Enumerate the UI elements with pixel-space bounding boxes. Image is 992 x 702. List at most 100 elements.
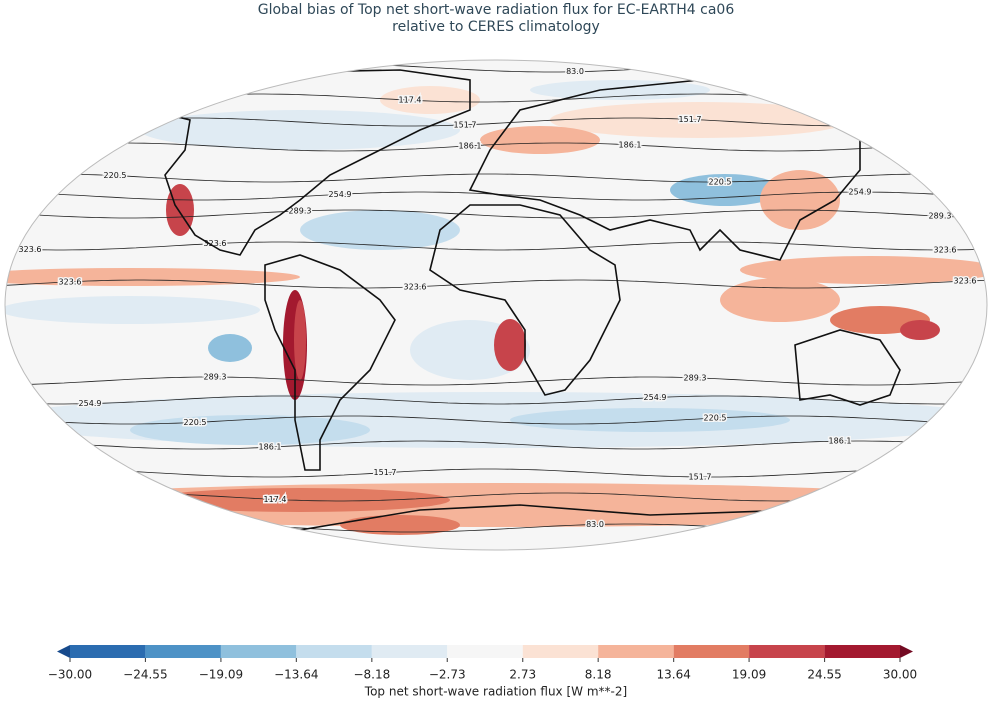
contour-label: 289.3 bbox=[204, 373, 227, 382]
colorbar-segment bbox=[447, 645, 523, 658]
bias-region bbox=[580, 485, 820, 505]
colorbar-segment bbox=[296, 645, 372, 658]
bias-region bbox=[5, 296, 260, 324]
colorbar-segment bbox=[522, 645, 599, 658]
colorbar-segment bbox=[749, 645, 825, 658]
colorbar-tick-label: 13.64 bbox=[657, 668, 691, 682]
bias-region bbox=[740, 256, 987, 284]
contour-label: 254.9 bbox=[79, 399, 102, 408]
contour-label: 220.5 bbox=[924, 170, 947, 179]
contour-label: 151.7 bbox=[679, 115, 702, 124]
colorbar-segment bbox=[70, 645, 146, 658]
colorbar-tick-label: −8.18 bbox=[353, 668, 390, 682]
title-line: relative to CERES climatology bbox=[392, 19, 600, 35]
bias-region bbox=[5, 483, 987, 527]
africa bbox=[429, 204, 621, 396]
colorbar-tick-label: 24.55 bbox=[807, 668, 841, 682]
colorbar-tick-label: −30.00 bbox=[48, 668, 92, 682]
bias-region bbox=[720, 278, 840, 322]
contour-label: 323.6 bbox=[204, 239, 227, 248]
bias-region bbox=[480, 126, 600, 154]
colorbar-tick-label: 30.00 bbox=[883, 668, 917, 682]
contour-label: 289.3 bbox=[684, 373, 707, 382]
bias-region bbox=[494, 319, 526, 371]
globe-outline bbox=[4, 59, 988, 551]
contour-label: 323.6 bbox=[19, 245, 42, 254]
colorbar-segment bbox=[598, 645, 674, 658]
colorbar-over bbox=[900, 645, 913, 658]
eurasia bbox=[468, 79, 861, 261]
contour-label: 151.7 bbox=[689, 472, 712, 481]
colorbar-tick-label: 8.18 bbox=[585, 668, 612, 682]
contour-label: 220.5 bbox=[709, 177, 732, 186]
contour-line bbox=[5, 440, 987, 450]
contour-line bbox=[5, 209, 987, 219]
contour-label: 186.1 bbox=[829, 437, 852, 446]
contour-label: 83.0 bbox=[181, 520, 199, 529]
contour-label: 289.3 bbox=[289, 206, 312, 215]
contour-label: 83.0 bbox=[566, 67, 584, 76]
colorbar-segment bbox=[673, 645, 750, 658]
contour-label: 254.9 bbox=[849, 188, 872, 197]
contour-label: 186.1 bbox=[459, 141, 482, 150]
contour-label: 220.5 bbox=[184, 418, 207, 427]
colorbar-segment bbox=[220, 645, 297, 658]
colorbar-tick-label: −2.73 bbox=[429, 668, 466, 682]
bias-region bbox=[340, 515, 460, 535]
south-america bbox=[264, 254, 396, 471]
bias-region bbox=[294, 300, 306, 380]
contour-line bbox=[5, 241, 987, 251]
bias-region bbox=[5, 268, 300, 286]
contour-label: 289.3 bbox=[929, 212, 952, 221]
colorbar-tick-label: −13.64 bbox=[274, 668, 318, 682]
north-america bbox=[117, 69, 471, 256]
contour-label: 323.6 bbox=[954, 277, 977, 286]
bias-region bbox=[760, 170, 840, 230]
contour-label: 83.0 bbox=[196, 64, 214, 73]
colorbar-segment bbox=[371, 645, 448, 658]
contour-label: 323.6 bbox=[59, 277, 82, 286]
bias-region bbox=[530, 80, 710, 100]
contour-label: 323.6 bbox=[404, 282, 427, 291]
contour-label: 151.7 bbox=[454, 120, 477, 129]
contour-label: 151.7 bbox=[374, 468, 397, 477]
colorbar-tick-label: −19.09 bbox=[199, 668, 243, 682]
bias-region bbox=[140, 110, 460, 150]
bias-region bbox=[208, 334, 252, 362]
contour-label: 117.4 bbox=[804, 496, 827, 505]
contour-label: 83.0 bbox=[586, 520, 604, 529]
title-line: Global bias of Top net short-wave radiat… bbox=[258, 2, 735, 18]
contour-line bbox=[5, 395, 987, 405]
contour-line bbox=[5, 468, 987, 478]
contour-label: 220.5 bbox=[704, 414, 727, 423]
bias-region bbox=[300, 210, 460, 250]
contour-label: 186.1 bbox=[259, 443, 282, 452]
contour-label: 117.4 bbox=[264, 495, 287, 504]
contour-label: 323.6 bbox=[934, 245, 957, 254]
bias-region bbox=[510, 408, 790, 432]
contour-line bbox=[5, 376, 987, 386]
colorbar: −30.00 −24.55 −19.09 −13.64 −8.18 −2.73 2.73 8.… bbox=[48, 645, 917, 682]
contour-line bbox=[5, 415, 987, 425]
colorbar-under bbox=[57, 645, 70, 658]
contour-label: 220.5 bbox=[104, 171, 127, 180]
colorbar-tick-label: 19.09 bbox=[732, 668, 766, 682]
colorbar-segment bbox=[824, 645, 900, 658]
bias-field bbox=[5, 60, 987, 550]
contour-label: 117.4 bbox=[399, 96, 422, 105]
colorbar-tick-label: −24.55 bbox=[123, 668, 167, 682]
contour-label: 117.4 bbox=[104, 95, 127, 104]
contour-label: 254.9 bbox=[644, 393, 667, 402]
bias-region bbox=[900, 320, 940, 340]
colorbar-segment bbox=[145, 645, 221, 658]
contour-line bbox=[5, 279, 987, 289]
colorbar-label: Top net short-wave radiation flux [W m**… bbox=[364, 685, 627, 699]
colorbar-tick-label: 2.73 bbox=[509, 668, 536, 682]
contour-label: 186.1 bbox=[619, 140, 642, 149]
contour-label: 117.4 bbox=[764, 92, 787, 101]
contour-label: 254.9 bbox=[329, 190, 352, 199]
australia bbox=[794, 329, 901, 406]
bias-region bbox=[380, 86, 480, 114]
contour-line bbox=[5, 142, 987, 152]
